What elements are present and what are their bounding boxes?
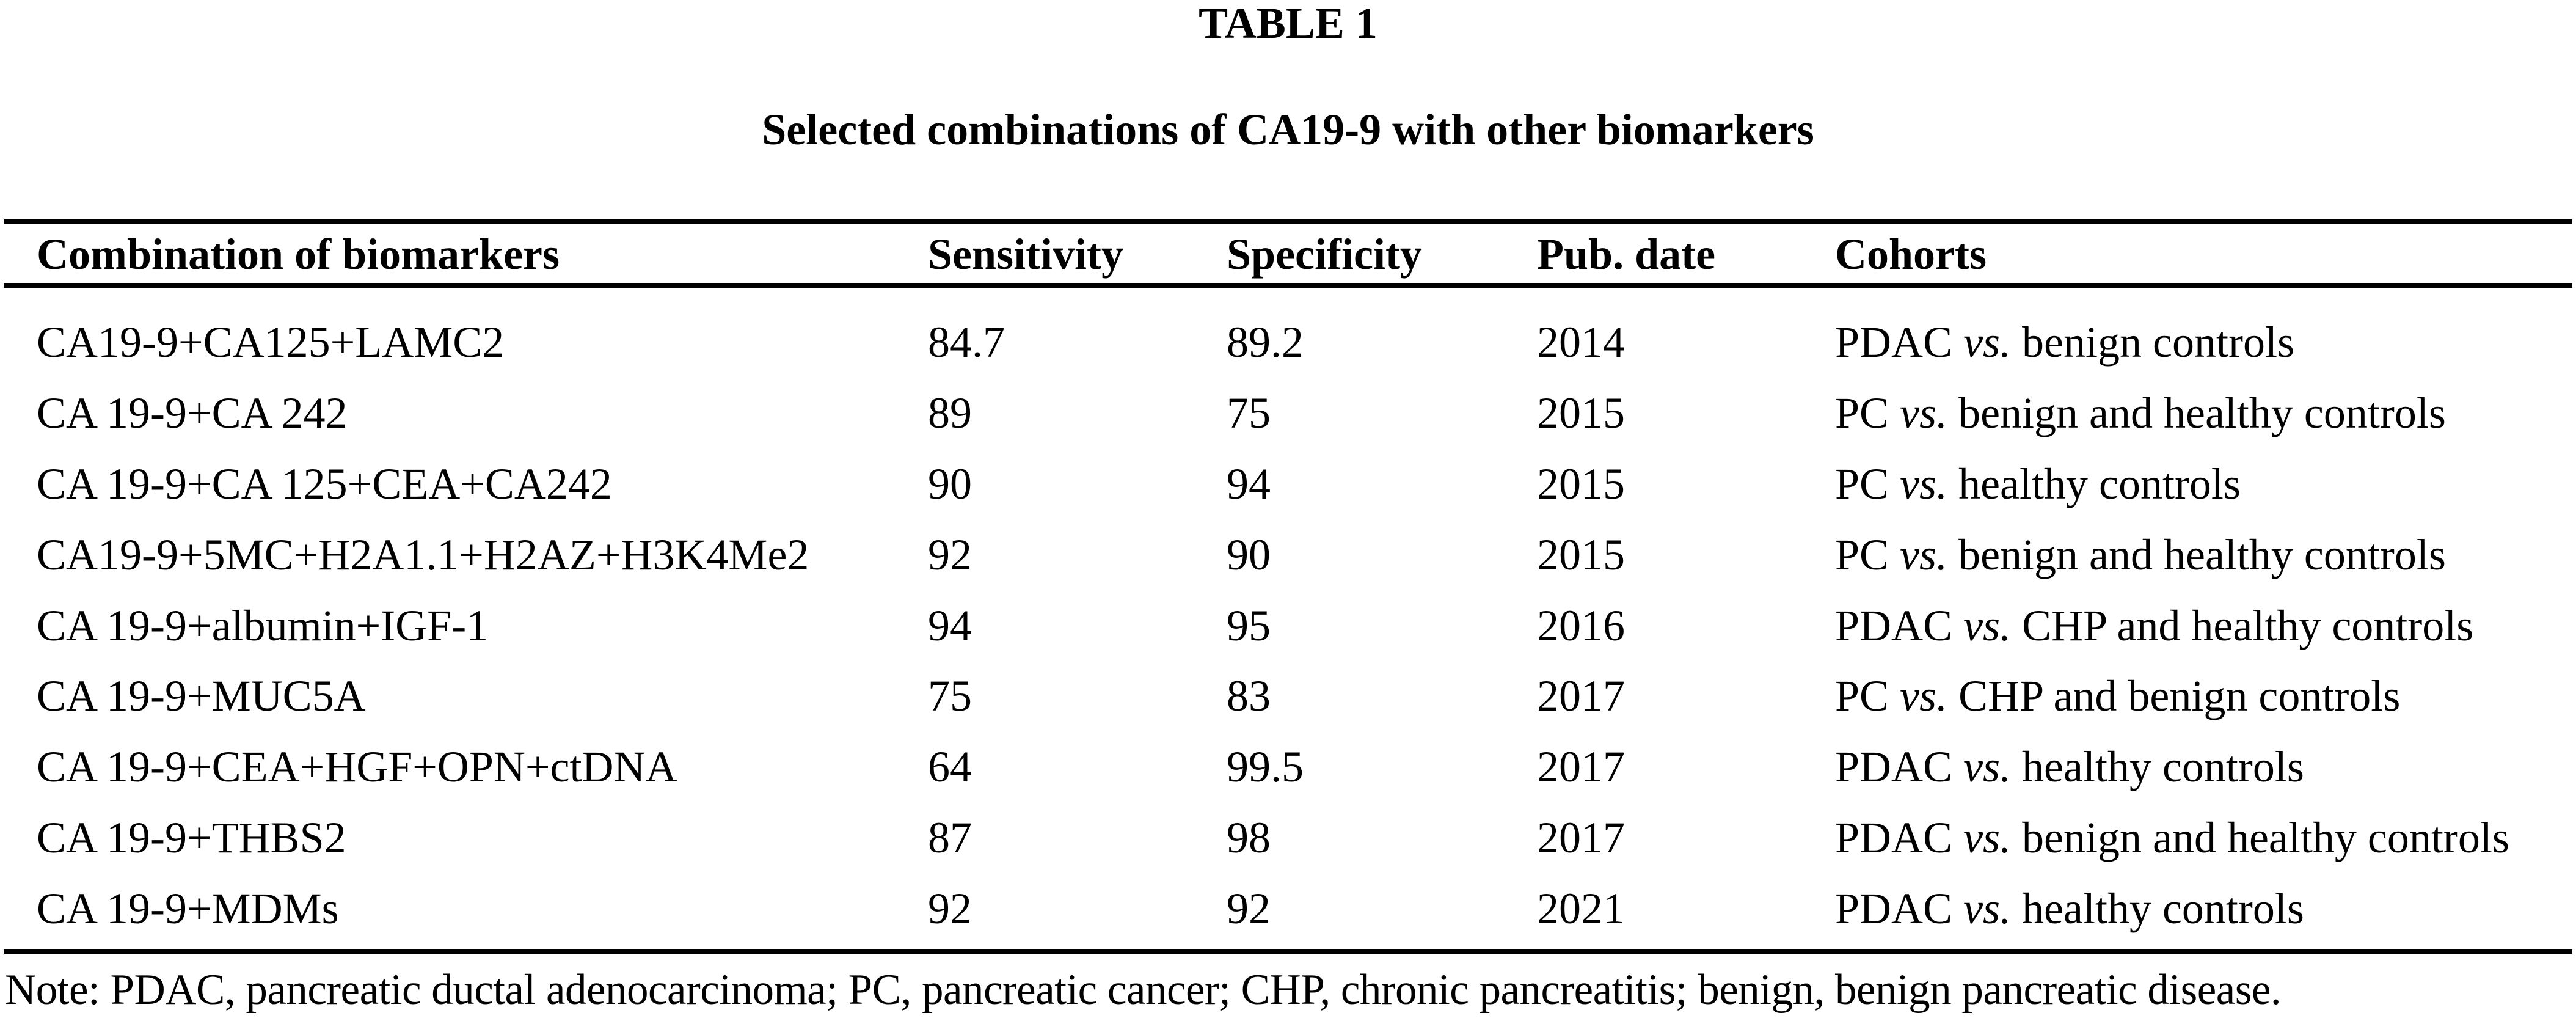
cell-cohorts: PDAC vs. CHP and healthy controls <box>1835 596 2473 655</box>
cell-combination: CA 19-9+MUC5A <box>37 672 366 720</box>
cell-specificity: 83 <box>1227 672 1271 720</box>
cohort-rest: benign and healthy controls <box>1958 389 2446 437</box>
cell-pub-date: 2017 <box>1537 813 1625 862</box>
cohort-group: PDAC <box>1835 884 1953 933</box>
cohort-vs: vs. <box>1900 672 1948 720</box>
column-header-sensitivity: Sensitivity <box>928 230 1124 279</box>
cell-sensitivity: 92 <box>928 884 972 933</box>
cohort-vs: vs. <box>1963 742 2012 791</box>
table-row: CA 19-9+THBS2 87 98 2017 PDAC vs. benign… <box>0 808 2576 867</box>
cohort-rest: benign controls <box>2022 318 2294 367</box>
cell-sensitivity: 94 <box>928 601 972 650</box>
cell-specificity: 98 <box>1227 813 1271 862</box>
cell-sensitivity: 90 <box>928 459 972 508</box>
cell-sensitivity: 92 <box>928 530 972 579</box>
cell-pub-date: 2017 <box>1537 742 1625 791</box>
cell-sensitivity: 84.7 <box>928 318 1005 367</box>
cohort-group: PC <box>1835 530 1889 579</box>
cell-combination: CA 19-9+THBS2 <box>37 813 346 862</box>
cell-specificity: 99.5 <box>1227 742 1304 791</box>
cell-pub-date: 2014 <box>1537 318 1625 367</box>
cell-combination: CA19-9+CA125+LAMC2 <box>37 318 505 367</box>
cohort-vs: vs. <box>1900 459 1948 508</box>
cell-pub-date: 2015 <box>1537 459 1625 508</box>
column-header-combination: Combination of biomarkers <box>37 230 560 279</box>
cell-pub-date: 2016 <box>1537 601 1625 650</box>
cell-cohorts: PC vs. benign and healthy controls <box>1835 525 2446 584</box>
cohort-rest: CHP and healthy controls <box>2022 601 2474 650</box>
cell-sensitivity: 64 <box>928 742 972 791</box>
column-header-pub-date: Pub. date <box>1537 230 1716 279</box>
table-row: CA 19-9+MDMs 92 92 2021 PDAC vs. healthy… <box>0 879 2576 938</box>
cell-pub-date: 2017 <box>1537 672 1625 720</box>
cohort-group: PC <box>1835 459 1889 508</box>
cell-specificity: 95 <box>1227 601 1271 650</box>
cohort-group: PC <box>1835 389 1889 437</box>
table-row: CA19-9+5MC+H2A1.1+H2AZ+H3K4Me2 92 90 201… <box>0 525 2576 584</box>
cell-specificity: 90 <box>1227 530 1271 579</box>
cell-cohorts: PC vs. healthy controls <box>1835 455 2241 513</box>
cohort-rest: healthy controls <box>1958 459 2241 508</box>
cohort-vs: vs. <box>1900 530 1948 579</box>
cohort-rest: healthy controls <box>2022 742 2304 791</box>
cohort-rest: benign and healthy controls <box>2022 813 2509 862</box>
cell-sensitivity: 89 <box>928 389 972 437</box>
column-header-cohorts: Cohorts <box>1835 230 1987 279</box>
table-row: CA 19-9+albumin+IGF-1 94 95 2016 PDAC vs… <box>0 596 2576 655</box>
cohort-rest: CHP and benign controls <box>1958 672 2401 720</box>
cell-combination: CA19-9+5MC+H2A1.1+H2AZ+H3K4Me2 <box>37 530 809 579</box>
top-rule <box>4 219 2572 224</box>
cell-specificity: 94 <box>1227 459 1271 508</box>
cell-combination: CA 19-9+CA 125+CEA+CA242 <box>37 459 612 508</box>
cohort-rest: benign and healthy controls <box>1958 530 2446 579</box>
cell-pub-date: 2015 <box>1537 530 1625 579</box>
cell-cohorts: PDAC vs. benign and healthy controls <box>1835 808 2509 867</box>
cohort-vs: vs. <box>1963 318 2012 367</box>
cell-specificity: 92 <box>1227 884 1271 933</box>
cell-cohorts: PDAC vs. healthy controls <box>1835 737 2304 796</box>
cohort-rest: healthy controls <box>2022 884 2304 933</box>
cell-cohorts: PDAC vs. benign controls <box>1835 313 2294 371</box>
cell-pub-date: 2015 <box>1537 389 1625 437</box>
cell-combination: CA 19-9+CEA+HGF+OPN+ctDNA <box>37 742 677 791</box>
cohort-group: PDAC <box>1835 742 1953 791</box>
table-row: CA 19-9+CA 125+CEA+CA242 90 94 2015 PC v… <box>0 455 2576 513</box>
table-row: CA 19-9+MUC5A 75 83 2017 PC vs. CHP and … <box>0 667 2576 725</box>
cell-combination: CA 19-9+albumin+IGF-1 <box>37 601 489 650</box>
cell-specificity: 75 <box>1227 389 1271 437</box>
table-note: Note: PDAC, pancreatic ductal adenocarci… <box>5 966 2282 1014</box>
cohort-group: PC <box>1835 672 1889 720</box>
cell-cohorts: PC vs. benign and healthy controls <box>1835 384 2446 442</box>
cell-cohorts: PC vs. CHP and benign controls <box>1835 667 2400 725</box>
cohort-vs: vs. <box>1963 601 2012 650</box>
table-header-row: Combination of biomarkers Sensitivity Sp… <box>0 225 2576 284</box>
cohort-vs: vs. <box>1963 813 2012 862</box>
table-caption: Selected combinations of CA19-9 with oth… <box>762 105 1814 154</box>
table-row: CA 19-9+CA 242 89 75 2015 PC vs. benign … <box>0 384 2576 442</box>
header-rule <box>4 283 2572 288</box>
cell-cohorts: PDAC vs. healthy controls <box>1835 879 2304 938</box>
cell-combination: CA 19-9+MDMs <box>37 884 339 933</box>
cell-combination: CA 19-9+CA 242 <box>37 389 348 437</box>
cohort-group: PDAC <box>1835 318 1953 367</box>
table-label: TABLE 1 <box>1199 0 1377 48</box>
table-row: CA 19-9+CEA+HGF+OPN+ctDNA 64 99.5 2017 P… <box>0 737 2576 796</box>
column-header-specificity: Specificity <box>1227 230 1422 279</box>
cell-pub-date: 2021 <box>1537 884 1625 933</box>
bottom-rule <box>4 949 2572 954</box>
cohort-group: PDAC <box>1835 601 1953 650</box>
cell-specificity: 89.2 <box>1227 318 1304 367</box>
cell-sensitivity: 87 <box>928 813 972 862</box>
cohort-vs: vs. <box>1900 389 1948 437</box>
cohort-group: PDAC <box>1835 813 1953 862</box>
table-row: CA19-9+CA125+LAMC2 84.7 89.2 2014 PDAC v… <box>0 313 2576 371</box>
cell-sensitivity: 75 <box>928 672 972 720</box>
cohort-vs: vs. <box>1963 884 2012 933</box>
